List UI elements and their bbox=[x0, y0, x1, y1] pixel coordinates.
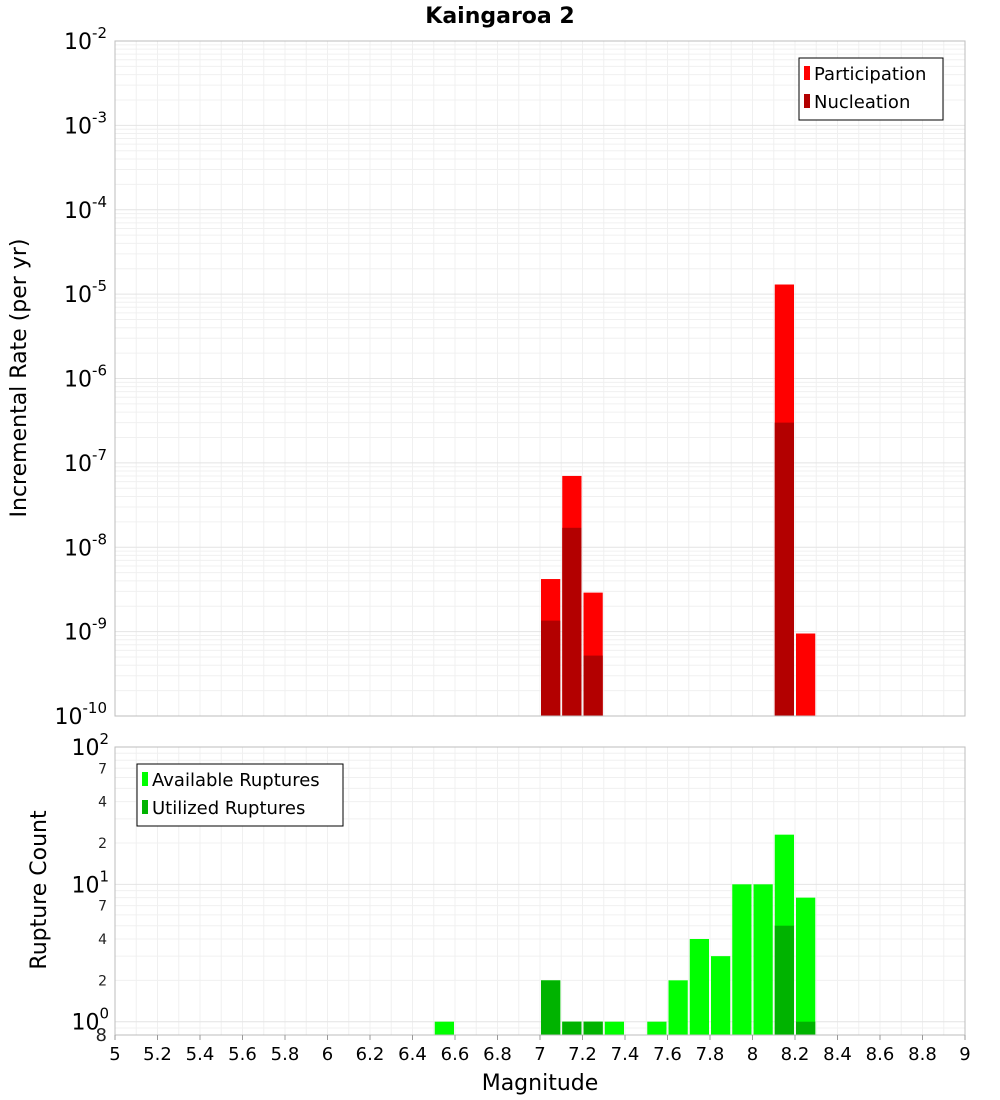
y-tick-label: 10-3 bbox=[64, 108, 107, 139]
x-tick-label: 6 bbox=[322, 1044, 333, 1065]
rate-legend-box bbox=[798, 57, 944, 121]
y-tick-label: 10-9 bbox=[64, 615, 107, 646]
count-bar-available-ruptures bbox=[796, 897, 816, 1035]
count-bar-utilized-ruptures bbox=[541, 980, 561, 1035]
count-bar-available-ruptures bbox=[668, 980, 688, 1035]
y-tick-label: 102 bbox=[71, 730, 109, 761]
legend-swatch bbox=[142, 772, 148, 786]
x-tick-label: 6.2 bbox=[356, 1044, 385, 1065]
x-tick-label: 5.6 bbox=[228, 1044, 257, 1065]
x-tick-label: 7 bbox=[534, 1044, 545, 1065]
legend-swatch bbox=[804, 66, 810, 80]
y-minor-tick-label: 7 bbox=[98, 899, 107, 915]
rate-bars bbox=[541, 284, 816, 716]
y-minor-tick-label: 8 bbox=[96, 1025, 107, 1046]
y-minor-tick-label: 2 bbox=[98, 836, 107, 852]
count-bar-utilized-ruptures bbox=[796, 1021, 816, 1035]
x-tick-label: 7.2 bbox=[568, 1044, 597, 1065]
count-y-ticks: 100 101 102 2 4 7 2 4 7 8 bbox=[71, 730, 109, 1046]
x-tick-label: 5.4 bbox=[186, 1044, 215, 1065]
count-bar-utilized-ruptures bbox=[583, 1021, 603, 1035]
x-tick-label: 8 bbox=[747, 1044, 758, 1065]
rate-plot-frame bbox=[114, 40, 966, 717]
x-tick-label: 8.6 bbox=[866, 1044, 895, 1065]
legend-swatch bbox=[804, 94, 810, 108]
legend-label: Participation bbox=[814, 64, 926, 85]
rate-bar-nucleation bbox=[774, 422, 794, 716]
chart-title: Kaingaroa 2 bbox=[425, 4, 574, 29]
legend-label: Nucleation bbox=[814, 92, 910, 113]
count-bar-available-ruptures bbox=[711, 956, 731, 1035]
x-tick-label: 5.8 bbox=[271, 1044, 300, 1065]
y-tick-label: 10-5 bbox=[64, 277, 107, 308]
y-minor-tick-label: 4 bbox=[98, 932, 107, 948]
legend-label: Available Ruptures bbox=[152, 770, 320, 791]
x-ticks: 5 5.2 5.4 5.6 5.8 6 6.2 6.4 6.6 6.8 7 7.2 7.4 7.6 7.8 8… bbox=[109, 1035, 971, 1065]
count-bar-available-ruptures bbox=[647, 1021, 667, 1035]
x-tick-label: 6.6 bbox=[441, 1044, 470, 1065]
rate-legend: Participation Nucleation bbox=[798, 57, 944, 121]
x-tick-label: 7.6 bbox=[653, 1044, 682, 1065]
y-tick-label: 10-2 bbox=[64, 24, 107, 55]
y-axis-title-rate: Incremental Rate (per yr) bbox=[7, 239, 32, 518]
count-bar-available-ruptures bbox=[434, 1021, 454, 1035]
y-axis-title-count: Rupture Count bbox=[27, 810, 52, 970]
count-legend: Available Ruptures Utilized Ruptures bbox=[136, 763, 344, 827]
x-tick-label: 8.4 bbox=[823, 1044, 852, 1065]
legend-label: Utilized Ruptures bbox=[152, 798, 305, 819]
y-minor-tick-label: 4 bbox=[98, 795, 107, 811]
rate-grid bbox=[114, 41, 966, 717]
y-minor-tick-label: 7 bbox=[98, 761, 107, 777]
count-bar-utilized-ruptures bbox=[774, 925, 794, 1035]
y-tick-label: 10-7 bbox=[64, 446, 107, 477]
x-tick-label: 9 bbox=[959, 1044, 970, 1065]
x-tick-label: 6.4 bbox=[398, 1044, 427, 1065]
x-tick-label: 7.8 bbox=[696, 1044, 725, 1065]
count-bar-available-ruptures bbox=[753, 884, 773, 1035]
y-tick-label: 10-10 bbox=[55, 699, 108, 730]
x-tick-label: 8.2 bbox=[781, 1044, 810, 1065]
x-axis-title: Magnitude bbox=[482, 1071, 599, 1096]
x-tick-label: 8.8 bbox=[908, 1044, 937, 1065]
legend-swatch bbox=[142, 800, 148, 814]
count-bar-utilized-ruptures bbox=[562, 1021, 582, 1035]
y-minor-tick-label: 2 bbox=[98, 973, 107, 989]
count-bars bbox=[434, 834, 816, 1035]
count-bar-available-ruptures bbox=[689, 939, 709, 1035]
x-tick-label: 5.2 bbox=[143, 1044, 172, 1065]
x-tick-label: 6.8 bbox=[483, 1044, 512, 1065]
y-tick-label: 100 bbox=[71, 1005, 109, 1036]
rate-bar-participation bbox=[796, 633, 816, 716]
count-bar-available-ruptures bbox=[732, 884, 752, 1035]
y-tick-label: 10-8 bbox=[64, 530, 107, 561]
y-tick-label: 101 bbox=[71, 867, 109, 898]
rate-y-ticks: 10-10 10-9 10-8 10-7 10-6 10-5 10-4 10-3 10-2 bbox=[55, 24, 108, 730]
rate-bar-nucleation bbox=[583, 655, 603, 716]
count-legend-box bbox=[136, 763, 344, 827]
rate-plot-panel: 10-10 10-9 10-8 10-7 10-6 10-5 10-4 10-3 10-2 Par… bbox=[55, 24, 966, 730]
rate-bar-nucleation bbox=[541, 620, 561, 716]
x-tick-label: 5 bbox=[109, 1044, 120, 1065]
x-tick-label: 7.4 bbox=[611, 1044, 640, 1065]
y-tick-label: 10-4 bbox=[64, 193, 107, 224]
y-tick-label: 10-6 bbox=[64, 362, 107, 393]
rate-bar-nucleation bbox=[562, 527, 582, 716]
count-bar-available-ruptures bbox=[604, 1021, 624, 1035]
